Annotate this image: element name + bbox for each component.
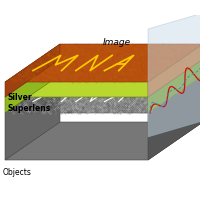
Polygon shape [5,75,60,160]
Polygon shape [148,10,200,137]
Polygon shape [5,44,60,97]
Polygon shape [5,59,60,113]
Polygon shape [5,44,200,82]
Polygon shape [5,59,200,97]
Text: Objects: Objects [3,168,32,177]
Polygon shape [148,75,200,160]
Text: Image: Image [103,38,131,47]
Polygon shape [5,122,200,160]
Polygon shape [5,75,200,113]
Polygon shape [148,44,200,97]
Polygon shape [148,59,200,113]
Text: Silver
Superlens: Silver Superlens [8,93,51,113]
